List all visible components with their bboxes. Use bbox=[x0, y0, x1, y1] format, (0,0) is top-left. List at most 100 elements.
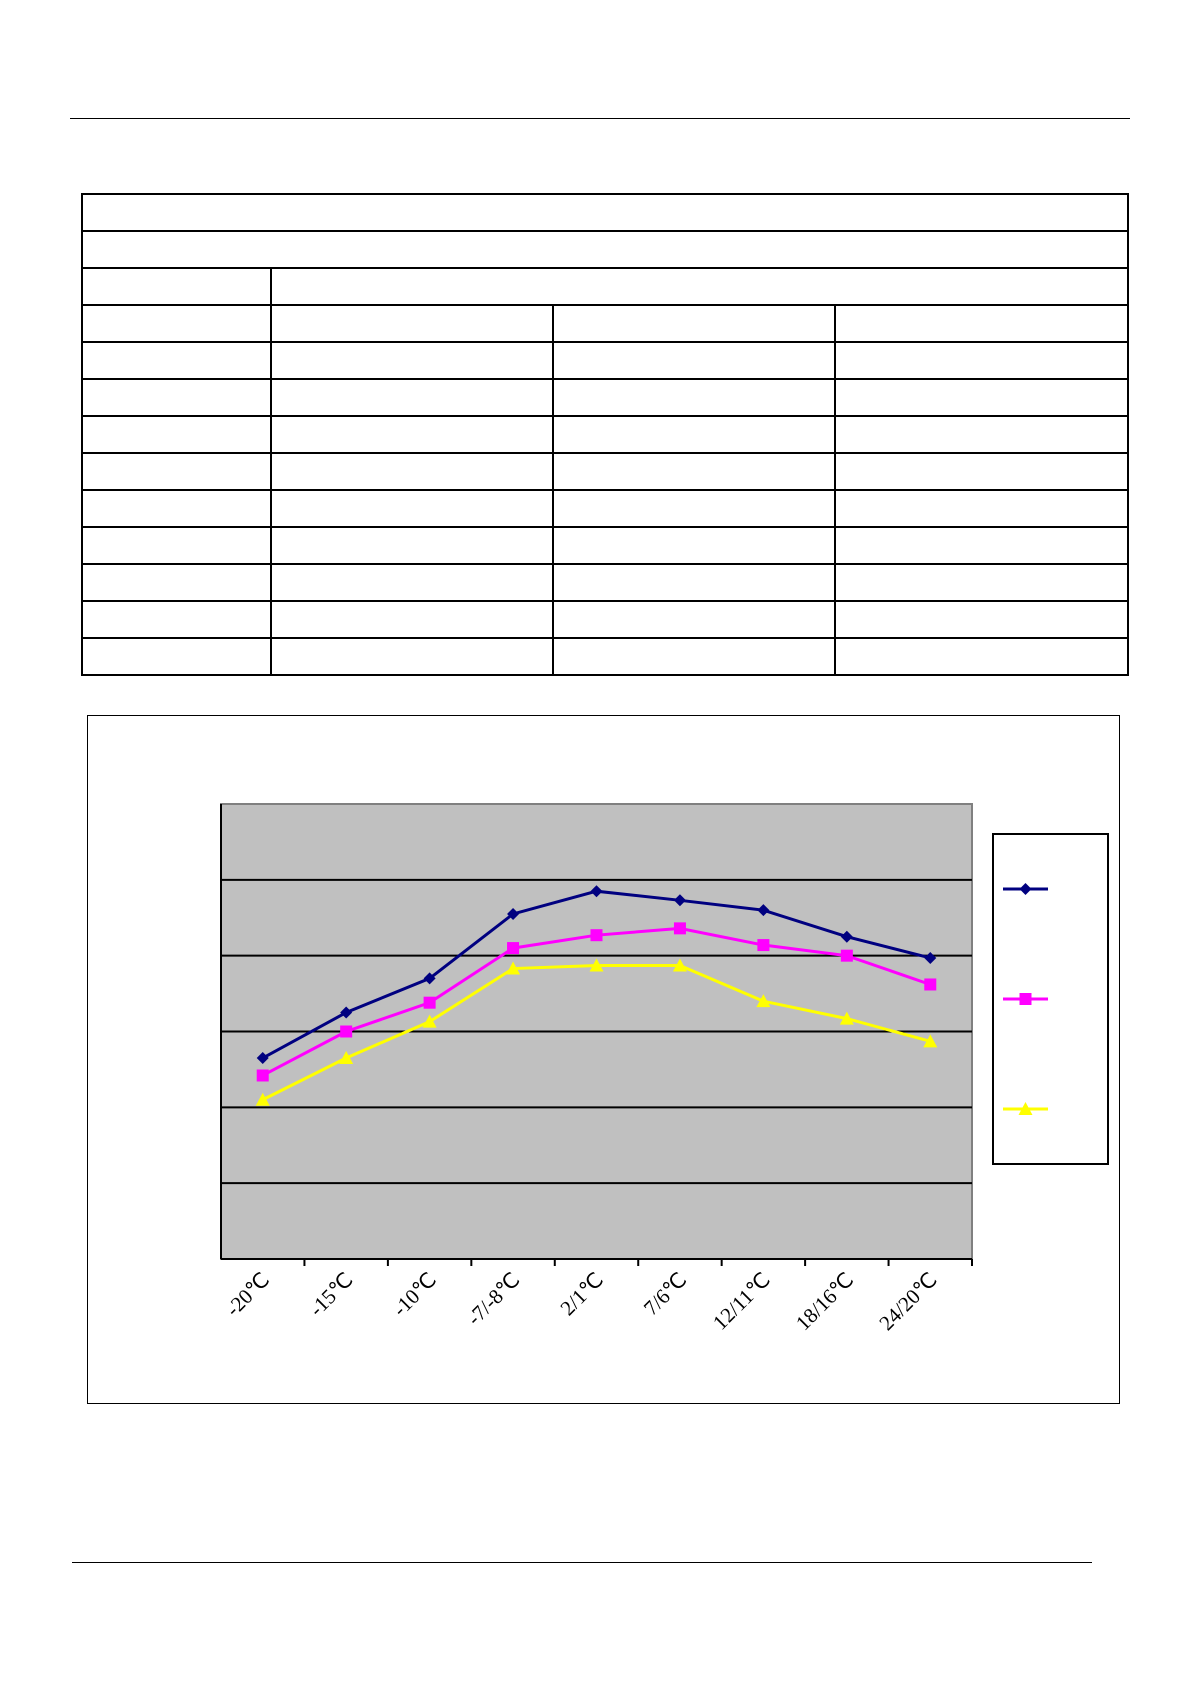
table-cell bbox=[81, 452, 272, 491]
series-2-point bbox=[673, 922, 686, 935]
series-1-point bbox=[340, 1006, 353, 1019]
table-cell bbox=[81, 415, 272, 454]
series-2-point bbox=[924, 978, 937, 991]
table-row bbox=[81, 637, 1129, 676]
table-row bbox=[81, 415, 1129, 454]
table-cell bbox=[834, 415, 1129, 454]
table-cell bbox=[552, 415, 836, 454]
table-cell bbox=[270, 267, 1129, 306]
table-cell bbox=[552, 489, 836, 528]
table-row bbox=[81, 489, 1129, 528]
x-tick-label: -15℃ bbox=[304, 1268, 357, 1321]
series-2-point bbox=[757, 939, 770, 952]
series-3-point bbox=[756, 994, 771, 1008]
table-cell bbox=[270, 378, 554, 417]
table-cell bbox=[81, 526, 272, 565]
table-cell bbox=[552, 637, 836, 676]
series-3-point bbox=[422, 1014, 437, 1028]
table-row-group-header bbox=[81, 267, 1129, 306]
series-3-point bbox=[339, 1051, 354, 1065]
table-cell bbox=[552, 341, 836, 380]
series-2-point bbox=[507, 942, 520, 955]
chart-frame: -20℃ -15℃ -10℃ -7/-8℃ 2/1℃ 7/6℃ 12/11℃ 18/16℃ 24… bbox=[87, 715, 1120, 1404]
table-cell bbox=[81, 563, 272, 602]
table-cell bbox=[81, 637, 272, 676]
table-cell bbox=[270, 637, 554, 676]
series-3-point bbox=[255, 1092, 270, 1106]
table-row bbox=[81, 600, 1129, 639]
table-cell bbox=[270, 600, 554, 639]
series-3-point bbox=[672, 958, 687, 972]
table-subtitle-cell bbox=[81, 230, 1129, 269]
table-cell bbox=[270, 563, 554, 602]
table-cell bbox=[834, 600, 1129, 639]
table-cell bbox=[834, 489, 1129, 528]
table-cell bbox=[552, 378, 836, 417]
x-tick-label: 7/6℃ bbox=[639, 1268, 692, 1321]
table-cell bbox=[81, 489, 272, 528]
table-cell bbox=[834, 341, 1129, 380]
series-1-point bbox=[673, 894, 686, 907]
series-1-point bbox=[757, 904, 770, 917]
table-cell bbox=[81, 600, 272, 639]
table-cell bbox=[834, 304, 1129, 343]
series-3-point bbox=[839, 1011, 854, 1025]
table-cell bbox=[552, 600, 836, 639]
series-2-point bbox=[340, 1025, 353, 1038]
series-1-point bbox=[507, 907, 520, 920]
series-1-point bbox=[840, 930, 853, 943]
table-row bbox=[81, 378, 1129, 417]
series-3-point bbox=[506, 961, 521, 975]
x-tick-label: 24/20℃ bbox=[874, 1268, 941, 1335]
table-cell bbox=[81, 341, 272, 380]
table-cell bbox=[834, 378, 1129, 417]
series-3-point bbox=[923, 1034, 938, 1048]
series-2-point bbox=[590, 929, 603, 942]
series-3-point bbox=[589, 958, 604, 972]
table-cell bbox=[270, 489, 554, 528]
series-2-point bbox=[256, 1069, 269, 1082]
table-cell bbox=[81, 378, 272, 417]
x-tick-label: -7/-8℃ bbox=[462, 1268, 525, 1331]
x-tick-label: 12/11℃ bbox=[708, 1268, 775, 1335]
table-title-cell bbox=[81, 193, 1129, 232]
table-row bbox=[81, 526, 1129, 565]
legend-marker-2 bbox=[1019, 993, 1032, 1005]
series-1-point bbox=[590, 885, 603, 898]
table-cell bbox=[834, 563, 1129, 602]
table-cell bbox=[552, 304, 836, 343]
series-2-point bbox=[423, 996, 436, 1009]
table-row-header bbox=[81, 304, 1129, 343]
table-cell bbox=[552, 452, 836, 491]
table-cell bbox=[81, 304, 272, 343]
table-cell bbox=[270, 526, 554, 565]
table-cell bbox=[552, 526, 836, 565]
legend-marker-3 bbox=[1018, 1102, 1033, 1115]
x-tick-label: -10℃ bbox=[388, 1268, 441, 1321]
table-cell bbox=[552, 563, 836, 602]
table-row-subtitle bbox=[81, 230, 1129, 269]
footer-rule bbox=[72, 1562, 1092, 1563]
table-cell bbox=[834, 452, 1129, 491]
series-1-point bbox=[924, 951, 937, 964]
spec-table bbox=[81, 193, 1129, 676]
line-chart: -20℃ -15℃ -10℃ -7/-8℃ 2/1℃ 7/6℃ 12/11℃ 18/16℃ 24… bbox=[220, 803, 1109, 1335]
x-tick-label: 18/16℃ bbox=[791, 1268, 858, 1335]
table-row-title bbox=[81, 193, 1129, 232]
table-cell bbox=[834, 637, 1129, 676]
x-tick-label: 2/1℃ bbox=[555, 1268, 608, 1321]
legend-marker-1 bbox=[1019, 883, 1032, 895]
table-row bbox=[81, 563, 1129, 602]
x-tick-label: -20℃ bbox=[221, 1268, 274, 1321]
table-cell bbox=[270, 415, 554, 454]
series-2-point bbox=[840, 949, 853, 962]
table-cell bbox=[270, 341, 554, 380]
table-row bbox=[81, 452, 1129, 491]
header-rule bbox=[70, 118, 1130, 119]
table-cell bbox=[834, 526, 1129, 565]
series-1-point bbox=[423, 972, 436, 985]
table-cell bbox=[270, 304, 554, 343]
table-cell bbox=[270, 452, 554, 491]
table-row bbox=[81, 341, 1129, 380]
table-cell bbox=[81, 267, 272, 306]
